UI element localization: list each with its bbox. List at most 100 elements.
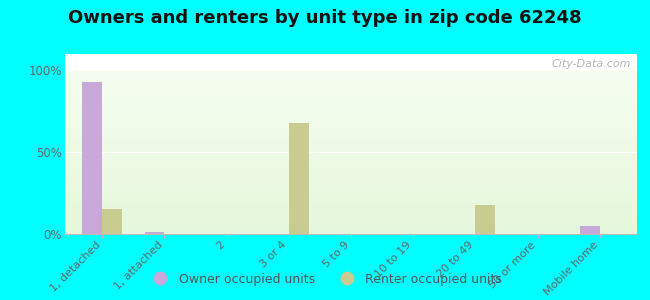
Bar xyxy=(65,195,637,197)
Bar xyxy=(65,79,637,80)
Bar xyxy=(65,88,637,90)
Bar xyxy=(65,175,637,177)
Bar xyxy=(65,93,637,95)
Bar xyxy=(65,116,637,118)
Bar xyxy=(65,196,637,198)
Bar xyxy=(289,123,309,234)
Bar xyxy=(65,218,637,219)
Bar xyxy=(65,105,637,106)
Bar xyxy=(65,205,637,206)
Bar xyxy=(65,190,637,191)
Bar xyxy=(65,172,637,173)
Bar xyxy=(65,110,637,111)
Bar xyxy=(65,137,637,139)
Bar xyxy=(65,159,637,161)
Bar xyxy=(65,223,637,224)
Bar xyxy=(65,92,637,93)
Bar xyxy=(65,74,637,75)
Bar xyxy=(65,133,637,134)
Bar xyxy=(65,216,637,218)
Bar xyxy=(65,206,637,208)
Bar xyxy=(65,152,637,154)
Bar xyxy=(65,165,637,167)
Bar xyxy=(65,144,637,146)
Bar xyxy=(65,80,637,82)
Bar xyxy=(65,72,637,74)
Bar xyxy=(65,173,637,175)
Bar xyxy=(65,119,637,121)
Bar xyxy=(65,203,637,205)
Bar xyxy=(65,149,637,151)
Bar xyxy=(65,90,637,92)
Bar xyxy=(65,231,637,233)
Bar xyxy=(65,154,637,155)
Bar xyxy=(65,141,637,142)
Bar xyxy=(65,106,637,108)
Bar xyxy=(65,227,637,229)
Legend: Owner occupied units, Renter occupied units: Owner occupied units, Renter occupied un… xyxy=(143,268,507,291)
Bar xyxy=(102,209,122,234)
Bar xyxy=(65,151,637,152)
Bar xyxy=(65,142,637,144)
Bar xyxy=(65,167,637,169)
Bar xyxy=(65,100,637,101)
Bar xyxy=(65,214,637,216)
Bar xyxy=(65,187,637,188)
Bar xyxy=(65,170,637,172)
Bar xyxy=(65,101,637,103)
Bar xyxy=(65,155,637,157)
Bar xyxy=(65,82,637,83)
Bar xyxy=(65,146,637,147)
Bar xyxy=(65,169,637,170)
Bar xyxy=(65,198,637,200)
Bar xyxy=(580,226,600,234)
Bar xyxy=(65,103,637,105)
Text: Owners and renters by unit type in zip code 62248: Owners and renters by unit type in zip c… xyxy=(68,9,582,27)
Bar xyxy=(65,136,637,137)
Bar xyxy=(65,221,637,223)
Bar xyxy=(65,70,637,72)
Bar xyxy=(65,229,637,231)
Bar xyxy=(65,211,637,213)
Bar xyxy=(475,205,495,234)
Bar xyxy=(65,128,637,129)
Bar xyxy=(65,232,637,234)
Bar xyxy=(65,97,637,98)
Bar xyxy=(65,162,637,164)
Bar xyxy=(65,126,637,128)
Bar xyxy=(65,219,637,221)
Bar xyxy=(65,185,637,187)
Bar xyxy=(65,87,637,88)
Bar xyxy=(65,209,637,211)
Bar xyxy=(65,95,637,97)
Bar xyxy=(65,182,637,183)
Bar xyxy=(65,75,637,77)
Bar xyxy=(144,232,164,234)
Bar xyxy=(65,129,637,131)
Bar xyxy=(65,98,637,100)
Bar xyxy=(65,193,637,195)
Bar xyxy=(65,123,637,124)
Bar xyxy=(65,83,637,85)
Bar xyxy=(65,226,637,227)
Bar xyxy=(65,201,637,203)
Bar xyxy=(65,180,637,182)
Bar xyxy=(65,77,637,79)
Bar xyxy=(65,178,637,180)
Bar xyxy=(65,147,637,149)
Bar xyxy=(65,164,637,165)
Bar xyxy=(65,188,637,190)
Bar xyxy=(65,121,637,123)
Bar xyxy=(65,115,637,116)
Bar xyxy=(65,213,637,214)
Bar xyxy=(65,224,637,226)
Bar xyxy=(65,200,637,201)
Bar xyxy=(65,160,637,162)
Bar xyxy=(65,113,637,115)
Bar xyxy=(65,131,637,133)
Bar xyxy=(65,191,637,193)
Text: City-Data.com: City-Data.com xyxy=(552,59,631,69)
Bar xyxy=(65,134,637,136)
Bar xyxy=(65,139,637,141)
Bar xyxy=(65,157,637,159)
